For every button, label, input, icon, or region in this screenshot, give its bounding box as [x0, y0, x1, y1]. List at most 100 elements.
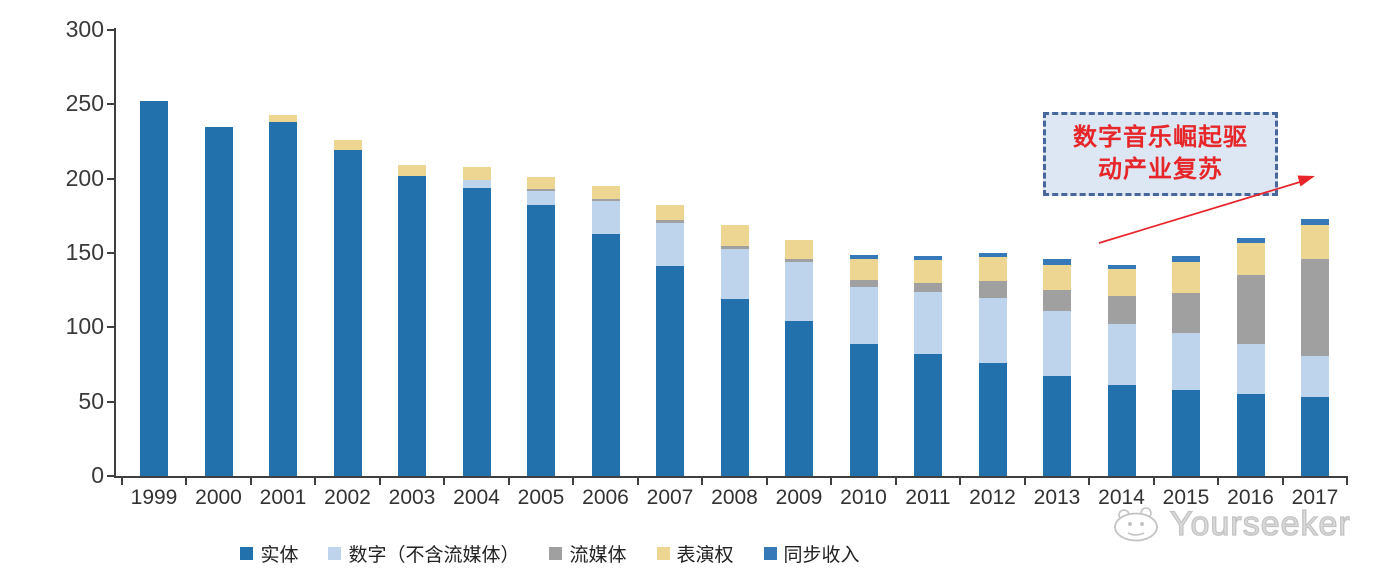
x-axis-label: 2015	[1162, 486, 1210, 509]
bar-segment-digital	[591, 200, 620, 234]
bar-segment-sync	[1043, 258, 1071, 265]
x-axis-label: 2002	[324, 486, 371, 509]
bar-segment-performance	[269, 114, 297, 123]
bar-segment-physical	[527, 205, 555, 476]
x-axis-label: 2017	[1291, 486, 1339, 509]
bar-segment-digital	[785, 261, 813, 322]
x-axis-tick	[1152, 478, 1155, 485]
x-axis-label: 1999	[130, 486, 178, 509]
bar-segment-physical	[1236, 394, 1265, 476]
y-axis-label: 300	[65, 16, 104, 42]
y-axis-tick	[107, 252, 115, 254]
bar-segment-performance	[1236, 242, 1265, 276]
x-axis-label: 2013	[1033, 486, 1081, 509]
x-axis-label: 2001	[259, 486, 307, 509]
x-axis-tick	[249, 478, 252, 485]
bar-segment-sync	[914, 255, 942, 261]
y-axis-tick	[107, 103, 115, 106]
bar-segment-streaming	[720, 245, 749, 249]
x-axis-tick	[830, 478, 833, 485]
x-axis-label: 2011	[905, 486, 951, 509]
bar-segment-performance	[1172, 261, 1200, 294]
legend-item-performance: 表演权	[656, 540, 734, 567]
chart-legend: 实体 数字（不含流媒体） 流媒体 表演权 同步收入	[0, 540, 1100, 567]
bar-segment-physical	[656, 266, 684, 476]
plot-area	[115, 30, 1348, 476]
y-axis-tick	[107, 177, 115, 180]
bar-segment-sync	[978, 253, 1007, 258]
x-axis-label: 2014	[1098, 486, 1145, 509]
bar-segment-digital	[1107, 324, 1136, 386]
bar-segment-digital	[1301, 355, 1329, 398]
bar-segment-digital	[720, 248, 749, 300]
y-axis-label: 0	[91, 462, 104, 488]
x-axis-tick	[765, 478, 768, 485]
bar-segment-streaming	[978, 281, 1007, 298]
legend-item-streaming: 流媒体	[549, 540, 627, 567]
y-axis-line	[114, 28, 116, 478]
bar-segment-physical	[1043, 376, 1071, 476]
bar-segment-physical	[1172, 389, 1200, 476]
bar-segment-physical	[720, 299, 749, 476]
bar-segment-digital	[527, 190, 555, 206]
x-axis-tick	[701, 478, 704, 485]
bar-segment-performance	[785, 239, 813, 259]
x-axis-tick	[443, 478, 446, 485]
x-axis-tick	[378, 478, 381, 485]
bar-segment-performance	[1107, 269, 1136, 297]
annotation-callout: 数字音乐崛起驱 动产业复苏	[1043, 112, 1278, 196]
x-axis-label: 2000	[195, 486, 242, 509]
legend-label: 表演权	[676, 545, 734, 566]
y-axis-tick	[107, 326, 115, 329]
legend-swatch-icon	[240, 547, 254, 560]
x-axis-label: 2007	[646, 486, 694, 509]
bar-segment-physical	[269, 122, 297, 476]
bar-segment-performance	[720, 224, 749, 246]
bar-segment-performance	[333, 140, 362, 151]
bar-segment-streaming	[1301, 258, 1329, 356]
y-axis-label: 250	[65, 90, 104, 117]
bar-segment-performance	[1043, 264, 1071, 291]
legend-item-digital: 数字（不含流媒体）	[328, 540, 519, 567]
bar-segment-sync	[1301, 218, 1329, 225]
bar-segment-physical	[204, 126, 233, 476]
bar-segment-streaming	[1236, 275, 1265, 344]
bar-segment-sync	[849, 254, 878, 259]
bar-segment-physical	[1301, 397, 1329, 476]
watermark-text: Yourseeker	[1169, 504, 1351, 543]
bar-segment-streaming	[527, 189, 555, 191]
bar-segment-performance	[978, 257, 1007, 282]
x-axis-tick	[636, 478, 639, 485]
x-axis-tick	[894, 478, 897, 485]
legend-swatch-icon	[763, 547, 777, 560]
x-axis-tick	[959, 478, 962, 485]
y-axis-label: 100	[65, 313, 104, 340]
legend-label: 流媒体	[569, 545, 627, 566]
bar-segment-streaming	[1107, 296, 1136, 325]
bar-segment-streaming	[1172, 293, 1200, 334]
bar-segment-performance	[1301, 224, 1329, 259]
x-axis-tick	[507, 478, 510, 485]
bar-segment-performance	[527, 177, 555, 190]
legend-label: 同步收入	[783, 545, 860, 566]
bar-segment-digital	[849, 287, 878, 344]
x-axis-tick	[1281, 478, 1284, 485]
bar-segment-streaming	[785, 258, 813, 262]
bar-segment-digital	[1172, 333, 1200, 390]
bar-segment-physical	[914, 354, 942, 476]
bar-segment-physical	[462, 187, 491, 476]
x-axis-tick	[314, 478, 317, 485]
x-axis-label: 2012	[969, 486, 1016, 509]
watermark: Yourseeker	[1112, 504, 1351, 544]
bar-segment-physical	[140, 101, 168, 476]
bar-segment-digital	[462, 180, 491, 188]
y-axis-label: 50	[78, 387, 104, 414]
bar-segment-streaming	[656, 220, 684, 224]
bar-segment-performance	[914, 260, 942, 283]
bar-segment-physical	[849, 343, 878, 476]
x-axis-tick	[185, 478, 188, 485]
bar-segment-physical	[978, 363, 1007, 476]
bar-segment-digital	[1043, 311, 1071, 377]
bar-segment-sync	[1236, 238, 1265, 243]
